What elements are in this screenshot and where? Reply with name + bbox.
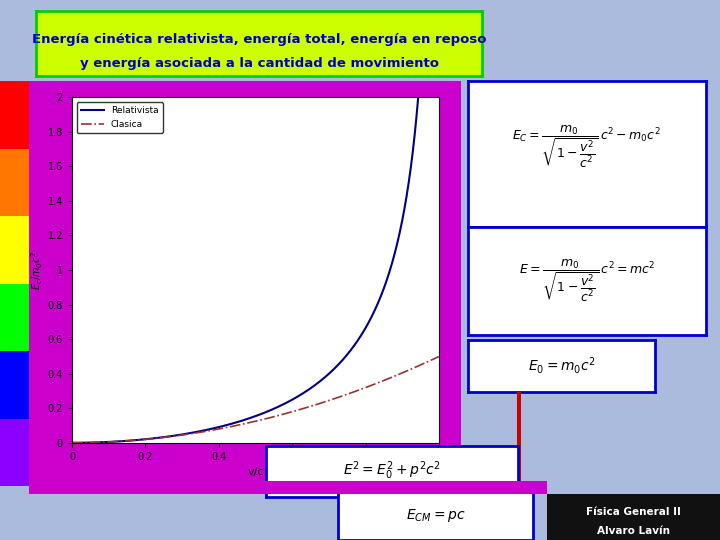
Clasica [86, 440, 95, 446]
Relativista [86, 440, 95, 446]
Relativista [246, 415, 255, 421]
Relativista [236, 418, 245, 424]
Text: $E = \dfrac{m_0}{\sqrt{1-\dfrac{v^2}{c^2}}} \, c^2 = mc^2$: $E = \dfrac{m_0}{\sqrt{1-\dfrac{v^2}{c^2… [518, 258, 655, 304]
FancyBboxPatch shape [0, 418, 29, 486]
Clasica [236, 421, 245, 428]
X-axis label: v/c: v/c [248, 468, 264, 477]
FancyBboxPatch shape [0, 81, 29, 148]
Clasica [356, 386, 365, 393]
Relativista [68, 440, 76, 446]
Clasica [246, 419, 255, 426]
Text: $E_C = \dfrac{m_0}{\sqrt{1-\dfrac{v^2}{c^2}}} \, c^2 - m_0 c^2$: $E_C = \dfrac{m_0}{\sqrt{1-\dfrac{v^2}{c… [513, 124, 661, 170]
Clasica [434, 353, 443, 360]
FancyBboxPatch shape [0, 351, 29, 418]
Text: Física General II: Física General II [586, 508, 681, 517]
Relativista [356, 333, 365, 339]
Clasica [423, 359, 432, 365]
FancyBboxPatch shape [0, 148, 29, 216]
Legend: Relativista, Clasica: Relativista, Clasica [76, 102, 163, 133]
Text: y energía asociada a la cantidad de movimiento: y energía asociada a la cantidad de movi… [80, 57, 438, 70]
Text: Energía cinética relativista, energía total, energía en reposo: Energía cinética relativista, energía to… [32, 33, 487, 46]
Text: $E_{CM} = pc$: $E_{CM} = pc$ [406, 507, 465, 524]
Clasica [424, 358, 433, 365]
Text: $E_0 = m_0 c^2$: $E_0 = m_0 c^2$ [528, 355, 595, 376]
FancyBboxPatch shape [0, 284, 29, 351]
Text: Alvaro Lavín: Alvaro Lavín [597, 526, 670, 536]
FancyBboxPatch shape [0, 216, 29, 284]
Text: $E^2 = E_0^2 + p^2 c^2$: $E^2 = E_0^2 + p^2 c^2$ [343, 460, 441, 482]
Y-axis label: $E_c/m_0 c^2$: $E_c/m_0 c^2$ [30, 251, 45, 289]
Line: Relativista: Relativista [72, 0, 438, 443]
Line: Clasica: Clasica [72, 356, 438, 443]
Clasica [68, 440, 76, 446]
